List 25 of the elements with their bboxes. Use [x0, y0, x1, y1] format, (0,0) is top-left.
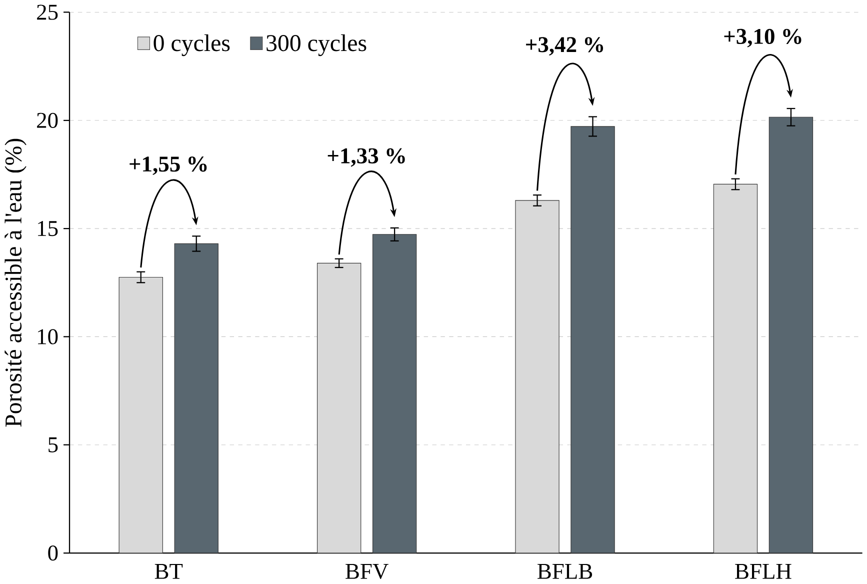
y-tick-label: 0: [48, 546, 58, 561]
y-tick-label: 25: [37, 4, 58, 20]
bar: [316, 263, 362, 554]
annotation: +1,55 %: [130, 156, 207, 176]
bar: [372, 234, 417, 554]
bar: [570, 126, 615, 554]
bar: [768, 117, 814, 554]
bar: [713, 184, 758, 554]
x-tick-label: BFV: [346, 564, 388, 580]
bar: [174, 244, 218, 554]
annotation: +1,33 %: [328, 148, 405, 167]
legend-label: 0 cycles: [154, 34, 230, 56]
x-tick-label: BT: [154, 564, 183, 579]
x-tick-label: BFLB: [538, 564, 592, 579]
annotation: +3,10 %: [724, 28, 802, 48]
y-tick-label: 20: [37, 112, 58, 128]
bar: [118, 277, 163, 554]
y-axis-title: Porosité accessible à l'eau (%): [4, 138, 26, 427]
y-tick-label: 5: [48, 438, 58, 452]
annotation: +3,42 %: [526, 37, 604, 56]
x-tick-label: BFLH: [735, 564, 792, 579]
y-tick-label: 15: [38, 221, 58, 236]
legend-label: 300 cycles: [266, 34, 366, 56]
bar: [515, 200, 560, 554]
y-tick-label: 10: [38, 329, 58, 344]
